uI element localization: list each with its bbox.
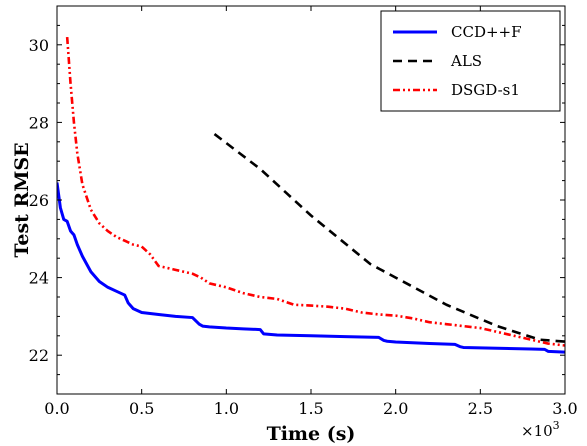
x-axis-title: Time (s) xyxy=(267,423,356,445)
y-tick-label: 28 xyxy=(29,113,49,132)
y-tick-label: 26 xyxy=(29,191,49,210)
ticks-layer: 0.0 0.5 1.0 1.5 2.0 2.5 3.0 22 24 26 28 30 xyxy=(29,5,578,418)
series-line-1 xyxy=(57,182,565,354)
legend-label-1: CCD++F xyxy=(451,23,522,41)
y-tick-label: 22 xyxy=(29,346,49,365)
x-tick-label: 2.5 xyxy=(468,399,493,418)
y-tick-label: 30 xyxy=(29,36,49,55)
legend-label-2: ALS xyxy=(450,52,482,70)
x-tick-label: 0.0 xyxy=(44,399,69,418)
x-axis-multiplier-base: ×10 xyxy=(521,422,553,440)
x-axis-multiplier: ×103 xyxy=(521,419,560,440)
series-layer xyxy=(57,36,565,354)
x-tick-label: 2.0 xyxy=(383,399,408,418)
series-line-3 xyxy=(65,36,565,347)
x-tick-label: 1.0 xyxy=(214,399,239,418)
x-axis-multiplier-exponent: 3 xyxy=(553,419,560,432)
legend-label-3: DSGD-s1 xyxy=(451,81,520,99)
x-tick-label: 0.5 xyxy=(129,399,154,418)
series-line-2 xyxy=(213,133,565,343)
y-tick-label: 24 xyxy=(29,269,49,288)
x-tick-label: 3.0 xyxy=(552,399,577,418)
legend: CCD++F ALS DSGD-s1 xyxy=(380,10,561,112)
x-tick-label: 1.5 xyxy=(298,399,323,418)
y-axis-title: Test RMSE xyxy=(11,142,33,257)
